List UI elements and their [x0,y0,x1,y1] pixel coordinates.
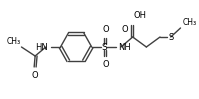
Text: CH₃: CH₃ [182,18,197,27]
Text: O: O [32,71,38,80]
Text: O: O [121,24,128,33]
Text: O: O [102,60,109,69]
Text: CH₃: CH₃ [6,37,20,46]
Text: OH: OH [134,11,147,20]
Text: NH: NH [118,42,131,51]
Text: O: O [102,25,109,34]
Text: S: S [169,32,174,41]
Text: S: S [101,42,107,51]
Text: HN: HN [35,42,48,51]
